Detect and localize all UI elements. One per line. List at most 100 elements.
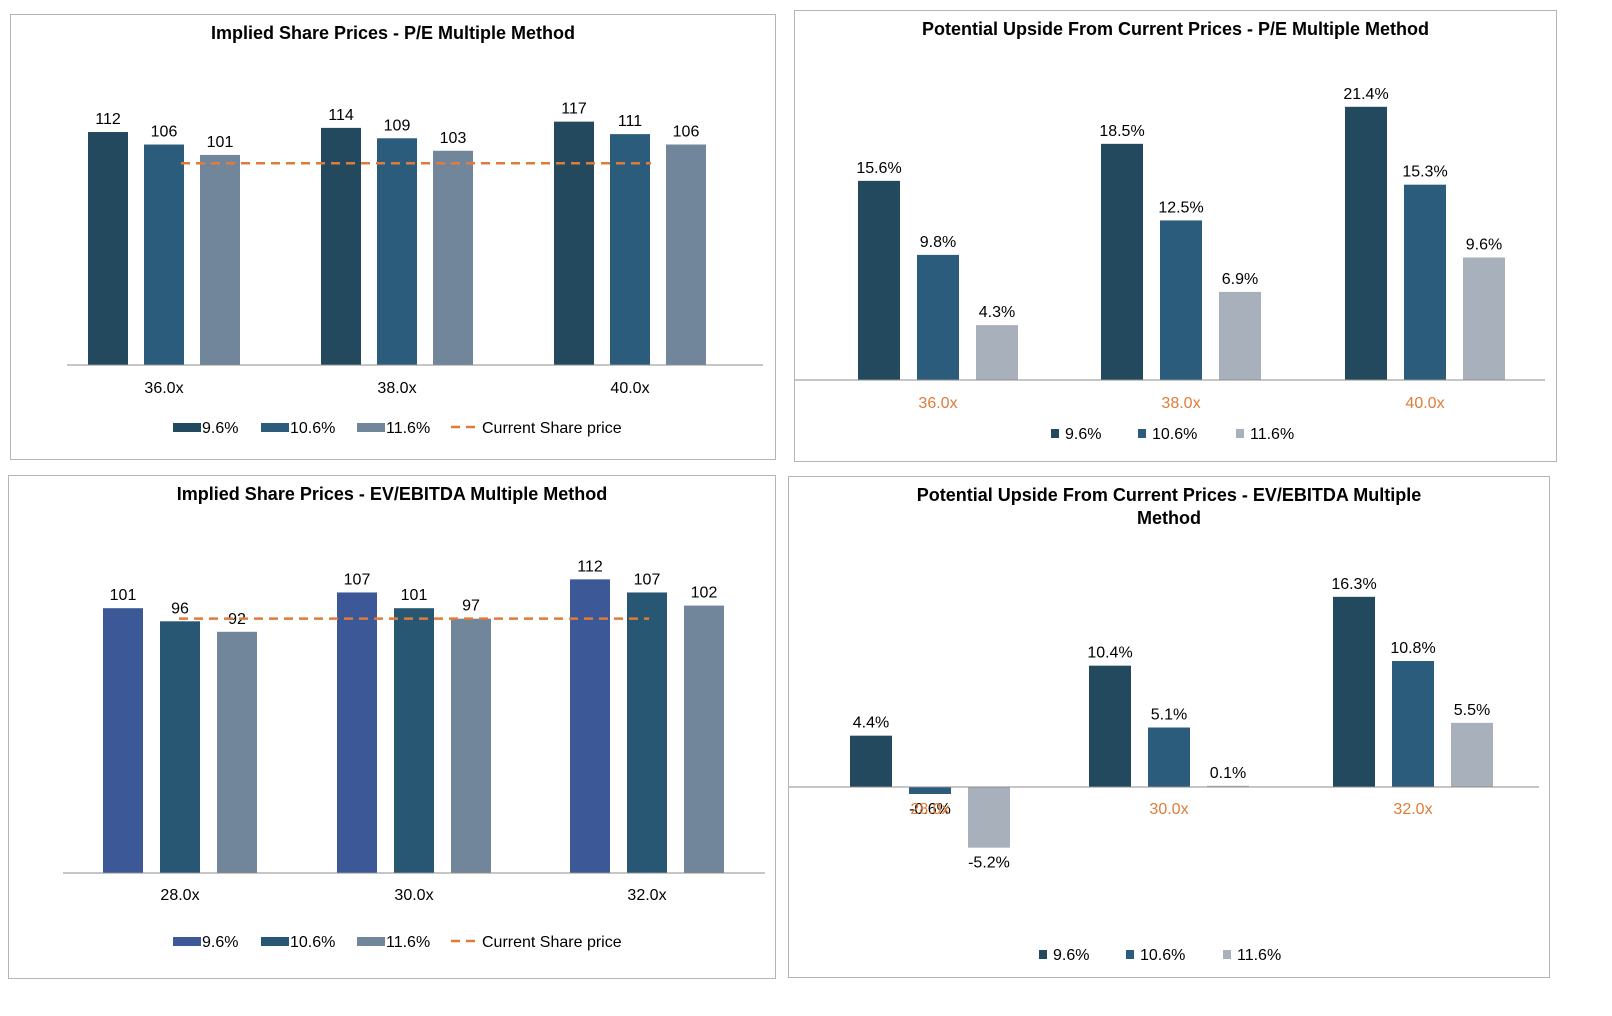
data-label: 106 <box>151 124 178 141</box>
legend-label: 9.6% <box>202 934 238 951</box>
data-label: 21.4% <box>1343 86 1388 103</box>
x-tick-label: 30.0x <box>1149 801 1188 818</box>
data-label: 10.4% <box>1087 645 1132 662</box>
bar-36.0x-11.6% <box>200 154 240 365</box>
legend-label: 10.6% <box>1140 947 1185 964</box>
data-label: 15.6% <box>856 160 901 177</box>
data-label: 18.5% <box>1099 123 1144 140</box>
bar-32.0x-11.6% <box>684 605 724 873</box>
bar-40.0x-9.6% <box>1345 106 1387 381</box>
chart-ev-prices: Implied Share Prices - EV/EBITDA Multipl… <box>63 484 765 951</box>
legend-swatch <box>173 937 201 946</box>
data-label: -0.6% <box>909 801 951 818</box>
chart-panel-pe-prices: Implied Share Prices - P/E Multiple Meth… <box>10 14 776 460</box>
data-label: 106 <box>673 124 700 141</box>
legend-label: 11.6% <box>386 934 430 951</box>
x-tick-label: 38.0x <box>377 380 416 397</box>
data-label: 9.8% <box>920 234 956 251</box>
legend-label: 9.6% <box>1053 947 1089 964</box>
bar-32.0x-10.6% <box>1392 661 1434 787</box>
data-label: 112 <box>577 558 603 575</box>
legend-label: 11.6% <box>386 420 430 437</box>
legend-swatch <box>1138 429 1146 438</box>
data-label: 5.5% <box>1454 702 1490 719</box>
chart-pe-prices: Implied Share Prices - P/E Multiple Meth… <box>67 23 763 437</box>
bar-36.0x-9.6% <box>88 132 128 365</box>
chart-panel-pe-upside: Potential Upside From Current Prices - P… <box>794 10 1557 462</box>
chart-title: Potential Upside From Current Prices - P… <box>922 19 1429 39</box>
bar-28.0x-10.6% <box>160 621 200 873</box>
legend-label: 10.6% <box>290 934 335 951</box>
data-label: 4.4% <box>853 715 889 732</box>
data-label: 114 <box>328 107 354 124</box>
data-label: 107 <box>634 571 661 588</box>
legend-swatch <box>1223 950 1231 959</box>
data-label: 103 <box>440 130 467 147</box>
bar-38.0x-10.6% <box>377 138 417 365</box>
bar-38.0x-10.6% <box>1160 220 1202 380</box>
chart-ev-upside: Potential Upside From Current Prices - E… <box>789 485 1539 964</box>
x-tick-label: 36.0x <box>144 380 183 397</box>
data-label: 0.1% <box>1210 765 1246 782</box>
bar-30.0x-11.6% <box>1207 785 1249 787</box>
data-label: 111 <box>618 113 642 130</box>
bar-38.0x-9.6% <box>321 127 361 365</box>
x-tick-label: 40.0x <box>610 380 649 397</box>
legend-swatch <box>1051 429 1059 438</box>
data-label: 101 <box>207 134 234 151</box>
legend-label: 11.6% <box>1250 426 1294 443</box>
bar-30.0x-9.6% <box>337 592 377 873</box>
x-tick-label: 36.0x <box>918 395 957 412</box>
data-label: 107 <box>344 571 371 588</box>
legend-label: 10.6% <box>290 420 335 437</box>
legend-swatch <box>1039 950 1047 959</box>
chart-panel-ev-prices: Implied Share Prices - EV/EBITDA Multipl… <box>8 475 776 979</box>
bar-36.0x-11.6% <box>976 325 1018 380</box>
bar-32.0x-9.6% <box>570 579 610 873</box>
data-label: 5.1% <box>1151 707 1187 724</box>
data-label: 92 <box>228 611 246 628</box>
bar-38.0x-9.6% <box>1101 143 1143 380</box>
bar-32.0x-10.6% <box>627 592 667 873</box>
data-label: 10.8% <box>1390 640 1435 657</box>
data-label: 96 <box>171 600 189 617</box>
bar-40.0x-9.6% <box>554 121 594 365</box>
x-tick-label: 28.0x <box>160 887 199 904</box>
bar-40.0x-11.6% <box>1463 257 1505 380</box>
legend-swatch <box>357 423 385 432</box>
legend-label: 9.6% <box>202 420 238 437</box>
bar-28.0x-11.6% <box>968 787 1010 848</box>
chart-title: Implied Share Prices - P/E Multiple Meth… <box>211 23 575 43</box>
chart-title: Method <box>1137 508 1201 528</box>
legend-label: Current Share price <box>482 420 622 437</box>
bar-36.0x-10.6% <box>917 254 959 380</box>
legend-label: 10.6% <box>1152 426 1197 443</box>
chart-title: Implied Share Prices - EV/EBITDA Multipl… <box>177 484 607 504</box>
bar-28.0x-10.6% <box>909 787 951 794</box>
legend-swatch <box>357 937 385 946</box>
data-label: 102 <box>691 585 718 602</box>
data-label: 9.6% <box>1466 236 1502 253</box>
data-label: 97 <box>462 598 480 615</box>
legend-label: Current Share price <box>482 934 622 951</box>
legend-swatch <box>1126 950 1134 959</box>
bar-28.0x-9.6% <box>850 735 892 787</box>
data-label: 109 <box>384 117 411 134</box>
bar-30.0x-10.6% <box>394 608 434 873</box>
bar-28.0x-11.6% <box>217 631 257 873</box>
bar-32.0x-11.6% <box>1451 722 1493 787</box>
chart-panel-ev-upside: Potential Upside From Current Prices - E… <box>788 476 1550 978</box>
bar-36.0x-10.6% <box>144 144 184 365</box>
bar-30.0x-9.6% <box>1089 665 1131 787</box>
x-tick-label: 40.0x <box>1405 395 1444 412</box>
legend-label: 11.6% <box>1237 947 1281 964</box>
legend-swatch <box>173 423 201 432</box>
x-tick-label: 28.0x <box>910 801 949 818</box>
data-label: 101 <box>401 587 428 604</box>
bar-40.0x-10.6% <box>1404 184 1446 380</box>
chart-pe-upside: Potential Upside From Current Prices - P… <box>795 19 1545 443</box>
legend-label: 9.6% <box>1065 426 1101 443</box>
legend-swatch <box>261 937 289 946</box>
bar-30.0x-11.6% <box>451 618 491 873</box>
x-tick-label: 30.0x <box>394 887 433 904</box>
